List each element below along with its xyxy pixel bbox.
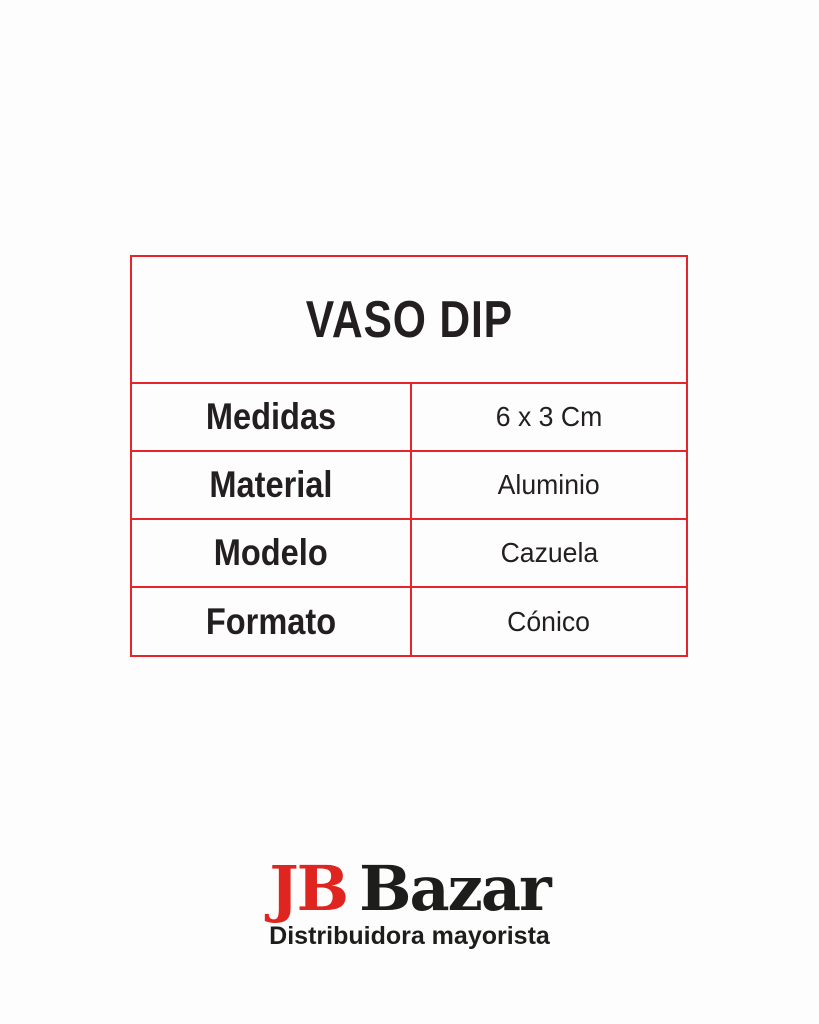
row-value-cell: 6 x 3 Cm — [412, 384, 686, 450]
logo-initials: JB — [269, 852, 349, 925]
logo-tagline: Distribuidora mayorista — [269, 922, 550, 951]
table-row: Medidas 6 x 3 Cm — [132, 384, 686, 452]
row-label-cell: Medidas — [132, 384, 412, 450]
table-row: Modelo Cazuela — [132, 520, 686, 588]
logo-name: Bazar — [359, 852, 552, 925]
row-label-cell: Material — [132, 452, 412, 518]
product-title-cell: VASO DIP — [132, 257, 686, 384]
row-value: Cazuela — [500, 537, 598, 568]
row-value: 6 x 3 Cm — [495, 401, 603, 432]
row-value-cell: Cónico — [412, 588, 686, 655]
table-row: Formato Cónico — [132, 588, 686, 655]
row-value-cell: Cazuela — [412, 520, 686, 586]
table-row: Material Aluminio — [132, 452, 686, 520]
row-label-cell: Modelo — [132, 520, 412, 586]
row-value-cell: Aluminio — [412, 452, 686, 518]
product-spec-table: VASO DIP Medidas 6 x 3 Cm Material Alumi… — [130, 255, 688, 657]
row-label: Formato — [205, 600, 337, 642]
brand-logo: JB Bazar Distribuidora mayorista — [0, 856, 819, 951]
row-label-cell: Formato — [132, 588, 412, 655]
logo-wordmark: JB Bazar — [0, 856, 819, 921]
row-label: Modelo — [214, 532, 328, 573]
row-value: Aluminio — [497, 469, 601, 500]
row-label: Material — [209, 464, 333, 505]
row-label: Medidas — [205, 396, 337, 437]
product-title: VASO DIP — [305, 290, 513, 349]
row-value: Cónico — [507, 605, 591, 637]
